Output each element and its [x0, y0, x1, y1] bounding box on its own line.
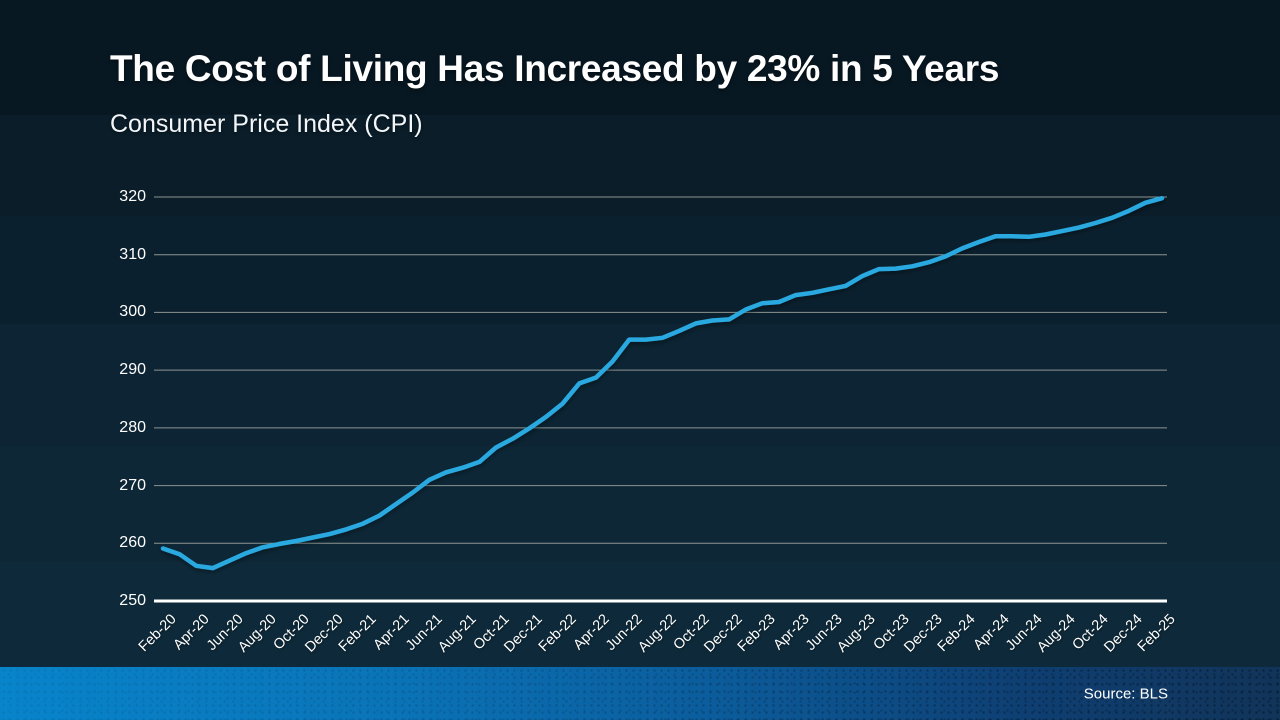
y-tick-label-290: 290 — [119, 361, 146, 379]
y-tick-label-270: 270 — [119, 476, 146, 494]
cpi-line — [160, 195, 1165, 571]
footer-bar: Source: BLS — [0, 667, 1280, 720]
chart-title: The Cost of Living Has Increased by 23% … — [110, 48, 1000, 89]
y-tick-label-280: 280 — [119, 418, 146, 436]
y-tick-label-310: 310 — [119, 245, 146, 263]
y-tick-label-320: 320 — [119, 188, 146, 205]
cpi-series — [160, 195, 1165, 571]
chart-subtitle: Consumer Price Index (CPI) — [110, 110, 423, 138]
gridlines — [154, 196, 1167, 603]
y-tick-label-250: 250 — [119, 592, 146, 609]
footer-dot-pattern-decoration — [0, 667, 1280, 720]
header: The Cost of Living Has Increased by 23% … — [110, 48, 999, 139]
source-attribution: Source: BLS — [1083, 685, 1168, 702]
y-tick-label-300: 300 — [119, 303, 146, 321]
y-tick-label-260: 260 — [119, 534, 146, 552]
